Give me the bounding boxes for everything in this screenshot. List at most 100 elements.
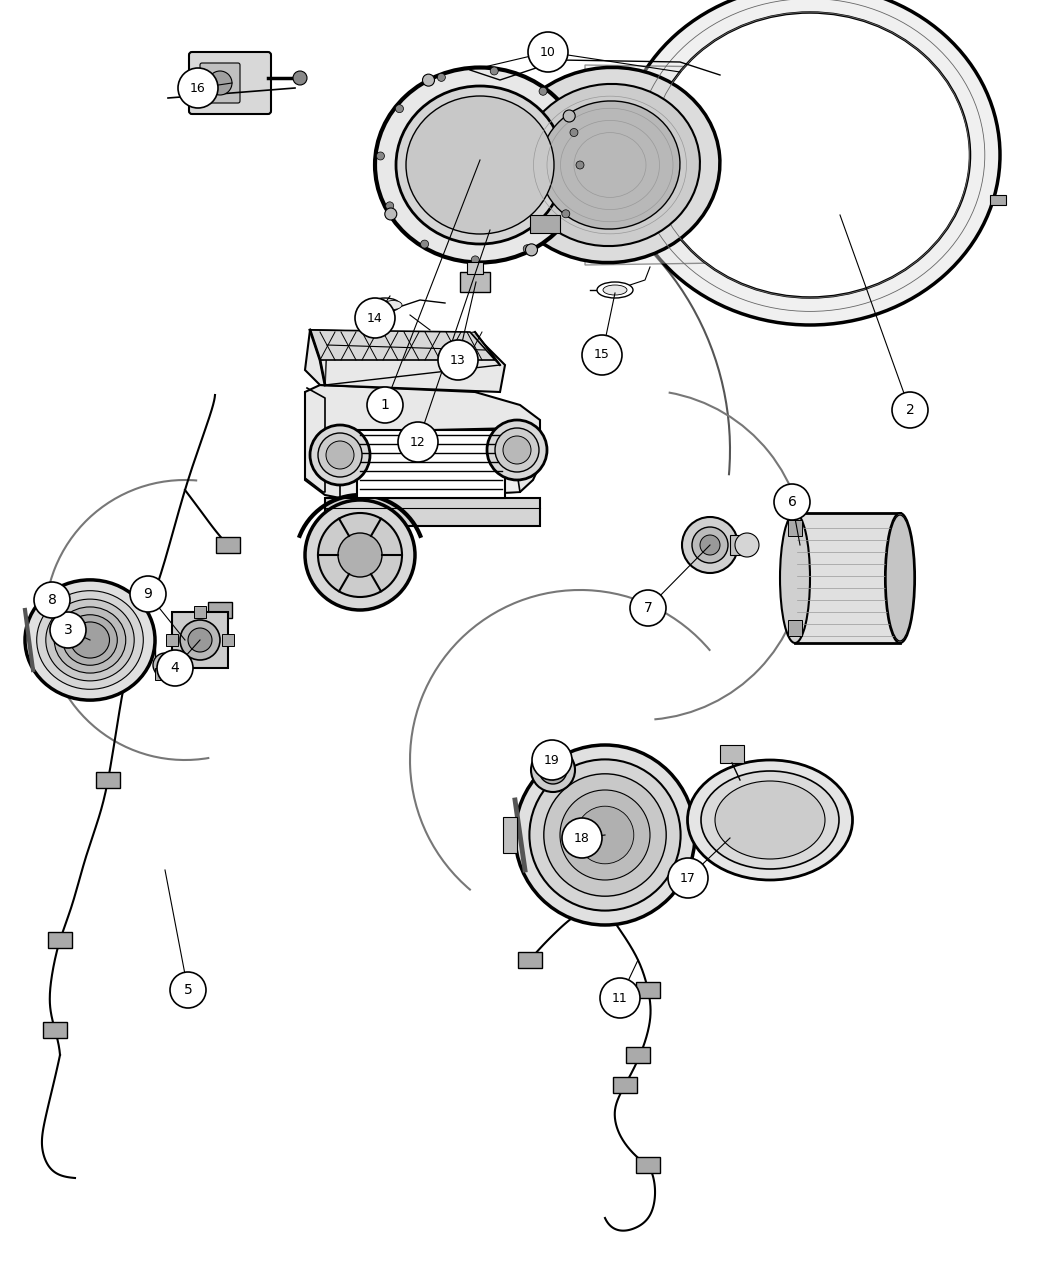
Ellipse shape [375, 68, 585, 263]
Bar [730, 536, 752, 555]
Text: 1: 1 [380, 398, 390, 412]
Polygon shape [304, 330, 505, 391]
Circle shape [385, 201, 394, 210]
Bar [613, 105, 630, 115]
Bar [216, 537, 240, 553]
Circle shape [570, 129, 578, 136]
Circle shape [495, 428, 539, 472]
Circle shape [563, 110, 575, 122]
Bar [48, 932, 72, 949]
Ellipse shape [63, 615, 118, 666]
Polygon shape [320, 332, 500, 385]
Bar [720, 745, 744, 762]
Bar [636, 982, 660, 998]
Circle shape [529, 760, 680, 910]
Bar [357, 430, 505, 499]
Circle shape [318, 513, 402, 597]
Text: 5: 5 [184, 983, 192, 997]
Text: 8: 8 [47, 593, 57, 607]
Text: 12: 12 [411, 436, 426, 449]
Bar [788, 620, 802, 636]
Circle shape [682, 516, 738, 572]
Bar [467, 261, 483, 274]
Circle shape [668, 858, 708, 898]
Bar [636, 1156, 660, 1173]
Bar [626, 1047, 650, 1063]
Bar [613, 1077, 637, 1093]
Circle shape [525, 244, 538, 256]
Circle shape [208, 71, 232, 96]
Circle shape [532, 740, 572, 780]
Ellipse shape [37, 590, 143, 690]
Text: 17: 17 [680, 872, 696, 885]
Circle shape [630, 590, 666, 626]
Circle shape [178, 68, 218, 108]
Bar [166, 634, 179, 646]
Ellipse shape [370, 298, 400, 312]
Ellipse shape [597, 282, 633, 298]
Ellipse shape [500, 68, 720, 263]
Text: 19: 19 [544, 754, 560, 766]
Circle shape [774, 484, 810, 520]
Circle shape [892, 391, 928, 428]
Circle shape [503, 436, 531, 464]
Ellipse shape [620, 0, 1000, 325]
Circle shape [514, 745, 695, 924]
Text: 6: 6 [788, 495, 797, 509]
Polygon shape [310, 330, 495, 360]
Ellipse shape [603, 286, 627, 295]
Ellipse shape [46, 599, 134, 681]
Circle shape [487, 419, 547, 479]
Circle shape [560, 790, 650, 880]
Circle shape [438, 340, 478, 380]
Circle shape [310, 425, 370, 484]
Circle shape [490, 68, 499, 75]
Circle shape [130, 576, 166, 612]
Polygon shape [585, 65, 720, 265]
Bar [194, 606, 206, 618]
Circle shape [318, 434, 362, 477]
Ellipse shape [885, 513, 915, 643]
Circle shape [544, 774, 666, 896]
Text: 15: 15 [594, 348, 610, 362]
Circle shape [338, 533, 382, 578]
Ellipse shape [650, 13, 970, 297]
Ellipse shape [25, 580, 155, 700]
Text: 14: 14 [368, 311, 383, 325]
Ellipse shape [886, 515, 914, 641]
Circle shape [438, 74, 445, 82]
Circle shape [692, 527, 728, 564]
Circle shape [546, 762, 560, 776]
Bar [208, 602, 232, 618]
Bar [222, 634, 234, 646]
Circle shape [180, 620, 220, 660]
Circle shape [34, 581, 70, 618]
Text: 7: 7 [644, 601, 652, 615]
Circle shape [576, 806, 634, 863]
Circle shape [600, 978, 640, 1017]
Bar [326, 499, 540, 527]
Bar [530, 215, 560, 233]
Circle shape [531, 748, 575, 792]
Circle shape [471, 256, 479, 264]
Circle shape [562, 210, 570, 218]
Bar [172, 612, 228, 668]
Circle shape [396, 105, 403, 112]
Text: 9: 9 [144, 586, 152, 601]
Text: 10: 10 [540, 46, 555, 59]
Circle shape [539, 87, 547, 96]
Circle shape [50, 612, 86, 648]
Polygon shape [340, 428, 520, 500]
Text: 18: 18 [574, 831, 590, 844]
Text: 11: 11 [612, 992, 628, 1005]
Circle shape [293, 71, 307, 85]
Bar [788, 520, 802, 536]
Circle shape [326, 441, 354, 469]
Circle shape [562, 819, 602, 858]
Circle shape [576, 161, 584, 170]
Bar [96, 771, 120, 788]
Circle shape [304, 500, 415, 609]
Bar [43, 1023, 67, 1038]
Circle shape [735, 533, 759, 557]
Circle shape [355, 298, 395, 338]
